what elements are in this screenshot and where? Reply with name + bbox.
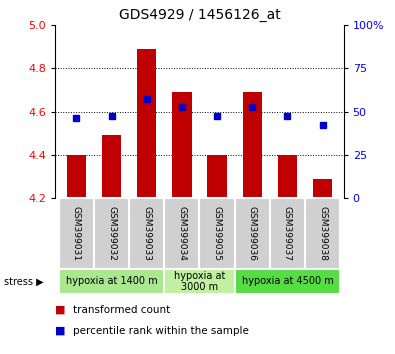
Bar [235, 269, 340, 294]
Bar [199, 198, 235, 269]
Bar [278, 155, 297, 198]
Text: GSM399031: GSM399031 [72, 206, 81, 261]
Text: stress ▶: stress ▶ [4, 276, 43, 286]
Text: GSM399032: GSM399032 [107, 206, 116, 261]
Bar [164, 269, 235, 294]
Text: GSM399033: GSM399033 [142, 206, 151, 261]
Bar [129, 198, 164, 269]
Text: GSM399038: GSM399038 [318, 206, 327, 261]
Text: GSM399037: GSM399037 [283, 206, 292, 261]
Text: GSM399034: GSM399034 [177, 206, 186, 261]
Bar [59, 198, 94, 269]
Text: ■: ■ [55, 326, 66, 336]
Bar [164, 198, 199, 269]
Text: transformed count: transformed count [73, 305, 170, 315]
Text: hypoxia at 1400 m: hypoxia at 1400 m [66, 276, 157, 286]
Bar [59, 269, 164, 294]
Title: GDS4929 / 1456126_at: GDS4929 / 1456126_at [118, 8, 280, 22]
Bar [243, 92, 262, 198]
Bar [313, 179, 332, 198]
Bar [94, 198, 129, 269]
Text: hypoxia at 4500 m: hypoxia at 4500 m [241, 276, 333, 286]
Bar [67, 155, 86, 198]
Bar [137, 48, 156, 198]
Bar [207, 155, 227, 198]
Bar [305, 198, 340, 269]
Bar [172, 92, 192, 198]
Text: GSM399035: GSM399035 [213, 206, 222, 261]
Bar [235, 198, 270, 269]
Text: percentile rank within the sample: percentile rank within the sample [73, 326, 249, 336]
Text: ■: ■ [55, 305, 66, 315]
Text: hypoxia at
3000 m: hypoxia at 3000 m [174, 270, 225, 292]
Bar [270, 198, 305, 269]
Text: GSM399036: GSM399036 [248, 206, 257, 261]
Bar [102, 135, 121, 198]
